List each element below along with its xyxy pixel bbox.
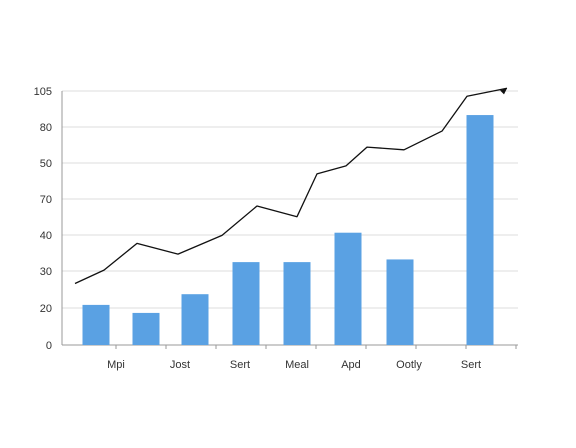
x-tick-label: Jost (170, 359, 190, 371)
bar (132, 312, 160, 345)
y-tick-label: 70 (40, 194, 52, 206)
x-tick-label: Mpi (107, 359, 125, 371)
x-tick-label: Ootly (396, 359, 422, 371)
line-end-arrow (500, 88, 507, 95)
x-tick-label: Apd (341, 359, 361, 371)
trend-line (74, 87, 508, 285)
y-tick-label: 20 (40, 303, 52, 315)
y-tick-label: 40 (40, 230, 52, 242)
bar (334, 232, 362, 345)
y-tick-label: 30 (40, 266, 52, 278)
bar (232, 262, 260, 345)
y-tick-label: 0 (46, 340, 52, 352)
grid (62, 90, 518, 309)
bar (283, 262, 311, 345)
x-tick-label: Meal (285, 359, 309, 371)
x-tick-label: Sert (230, 359, 250, 371)
y-tick-label: 80 (40, 122, 52, 134)
bars (82, 115, 494, 345)
bar (82, 304, 110, 345)
y-tick-label: 105 (34, 86, 52, 98)
bar (466, 115, 494, 345)
bar (181, 294, 209, 345)
series-line (74, 87, 508, 285)
bar (386, 259, 414, 345)
x-tick-label: Sert (461, 359, 481, 371)
x-tick-labels: Mpi Jost Sert Meal Apd Ootly Sert (107, 359, 481, 371)
y-tick-label: 50 (40, 158, 52, 170)
y-tick-labels: 0 20 30 40 70 50 80 105 (34, 86, 52, 352)
